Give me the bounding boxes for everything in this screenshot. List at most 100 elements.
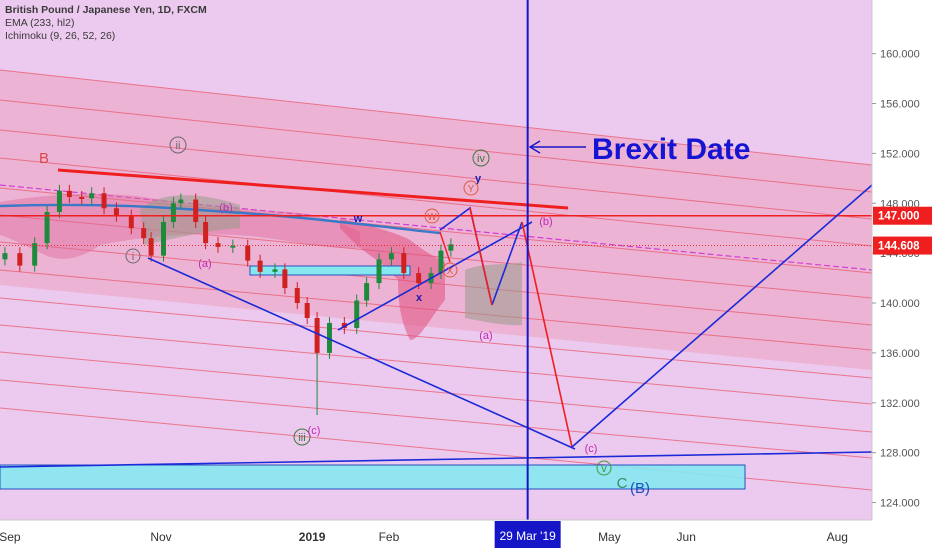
candle-body [282,269,288,289]
x-tick-label: Jun [677,530,696,544]
x-tick-label: Aug [827,530,848,544]
support-box-large [0,464,746,490]
candle-body [79,197,85,200]
candle-body [257,260,263,272]
projection-a-path [469,207,493,306]
annotation-label: iv [477,153,485,165]
candle-body [44,211,50,244]
price-axis-bg [872,0,932,550]
chart-legend: British Pound / Japanese Yen, 1D, FXCM E… [5,4,207,43]
candle-body [314,317,320,353]
x-tick-label: May [598,530,621,544]
candle-body [89,193,95,199]
wave-label-circle [442,262,458,278]
candle-body [326,322,332,353]
annotation-label: y [475,173,482,185]
candle-body [294,288,300,304]
candle-body [401,253,407,274]
resistance-trendline [57,168,569,210]
y-tick-label: 156.000 [880,99,920,111]
annotation-label: (B) [630,480,650,497]
channel-line-4 [0,187,873,274]
channel-line-3 [0,157,873,247]
candle-body [101,193,107,209]
y-tick-label: 124.000 [880,498,920,510]
channel-line-2 [0,129,873,220]
blue-wedge-lower [147,257,576,450]
candle-body [448,244,454,251]
candle-body [388,253,394,260]
blue-wedge-upper [337,221,533,331]
annotation-label-b2: (b) [219,202,232,214]
candle-body [304,303,310,318]
candle-body [32,243,38,266]
symbol-title: British Pound / Japanese Yen, 1D, FXCM [5,4,207,16]
candle-body [141,228,147,239]
wave-label-circle [472,149,490,167]
candle-body [113,208,119,216]
candle-body [66,190,72,198]
x-tick-label: Nov [150,530,171,544]
candle-body [364,283,370,301]
candle-body [193,199,199,222]
candle-body [438,250,444,274]
date-marker-label: 29 Mar '19 [499,529,556,543]
projection-x-path [439,231,451,263]
projection-c-path [521,221,573,448]
x-tick-label: 2019 [299,530,326,544]
price-label-bg [873,206,932,225]
ema-line [0,203,441,235]
ichimoku-cloud-gray-2 [465,262,522,326]
support-box-small [249,265,411,276]
candle-body [230,245,236,248]
candle-body [170,203,176,222]
wave-label-circle [424,208,440,224]
annotation-label: iii [298,432,305,444]
ichimoku-cloud-2 [340,218,445,340]
annotation-label: Y [468,184,475,195]
annotation-label: X [447,266,454,277]
annotation-label: (b) [539,216,552,228]
projection-b-path [491,221,523,306]
indicator-ema: EMA (233, hl2) [5,17,75,29]
candle-body [215,243,221,247]
wave-label-circle [125,248,141,264]
date-marker-bg [494,521,561,548]
annotation-label: (c) [585,443,598,455]
annotation-label: ii [176,140,181,152]
y-tick-label: 132.000 [880,398,920,410]
annotation-label: C [617,475,628,492]
candle-body [161,221,166,256]
channel-line-11 [0,379,873,459]
channel-line-0 [0,69,873,166]
annotation-label-c2: (c) [308,425,321,437]
wave-label-circle [596,460,612,476]
price-label-text: 144.608 [878,241,920,253]
candle-body [354,300,360,328]
candle-body [203,221,209,244]
annotation-label: W [427,212,437,223]
magenta-trendline [0,184,873,271]
candle-body [56,190,62,212]
candle-body [416,273,422,284]
y-tick-label: 136.000 [880,348,920,360]
indicator-ichimoku: Ichimoku (9, 26, 52, 26) [5,30,116,42]
annotation-label: w [353,213,363,225]
annotation-label: (a) [198,258,211,270]
blue-base-line [0,451,873,468]
price-label-bg [873,236,932,255]
wave-label-circle [463,180,479,196]
channel-line-8 [0,297,873,379]
y-tick-label: 160.000 [880,49,920,61]
candle-body [272,269,278,272]
candle-body [17,253,23,266]
candle-body [2,253,8,260]
price-label-text: 147.000 [878,211,920,223]
channel-line-10 [0,351,873,433]
annotation-label: v [601,463,607,475]
candle-body [148,238,154,256]
x-tick-label: Sep [0,530,21,544]
y-tick-label: 152.000 [880,148,920,160]
projection-rally-path [571,184,873,448]
